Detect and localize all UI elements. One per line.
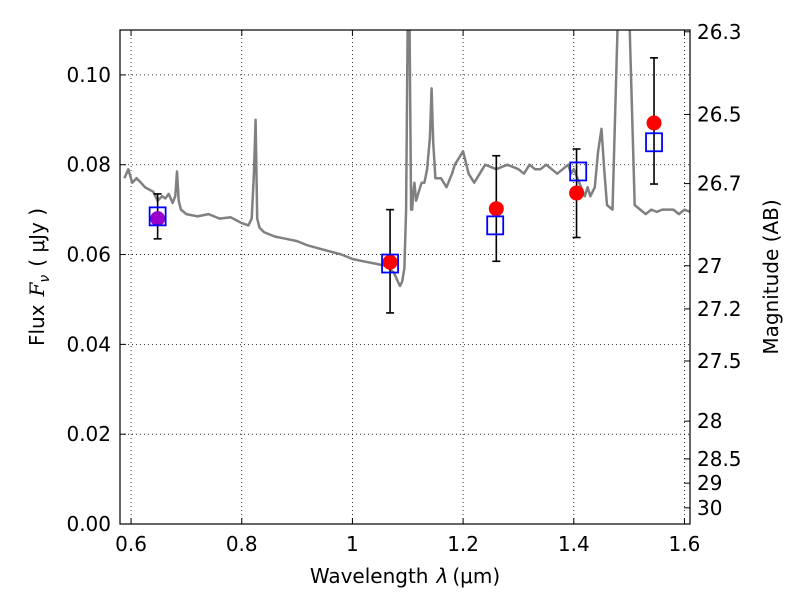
y-axis-title-word: Flux <box>25 304 49 346</box>
y-tick-label: 0.00 <box>66 512 111 536</box>
mag-tick-label: 27.2 <box>697 297 742 321</box>
x-tick-label: 1.2 <box>447 532 479 556</box>
y-axis-title: Flux Fν ( μJy ) <box>25 208 53 346</box>
observed-point <box>488 201 504 217</box>
observed-point <box>569 185 585 201</box>
x-tick-label: 1.4 <box>558 532 590 556</box>
y-axis-title-unit: ( μJy ) <box>25 208 49 267</box>
model-spectrum-line <box>123 30 690 288</box>
y-axis-title-subscript: ν <box>37 275 53 283</box>
model-photometry-square <box>148 206 167 227</box>
y-tick-label: 0.08 <box>66 153 111 177</box>
x-tick-label: 1 <box>346 532 359 556</box>
y2-axis-title: Magnitude (AB) <box>759 199 783 354</box>
mag-tick-label: 30 <box>697 496 722 520</box>
mag-tick-label: 27.5 <box>697 349 742 373</box>
y-tick-label: 0.10 <box>66 63 111 87</box>
model-photometry-square <box>645 132 663 153</box>
y-axis-title-symbol: F <box>25 281 49 297</box>
x-axis-title-symbol: λ <box>436 564 449 588</box>
mag-tick-label: 26.5 <box>697 102 742 126</box>
x-tick-label: 1.6 <box>669 532 701 556</box>
grid <box>120 30 690 524</box>
y-tick-label: 0.06 <box>66 243 111 267</box>
mag-tick-label: 26.7 <box>697 172 742 196</box>
mag-tick-label: 28.5 <box>697 447 742 471</box>
mag-tick-label: 28 <box>697 409 722 433</box>
y-tick-label: 0.02 <box>66 422 111 446</box>
axes: 0.6 0.8 1 1.2 1.4 1.6 0.00 0.02 0.04 0.06 0.08 0.10… <box>66 20 741 556</box>
x-tick-label: 0.8 <box>226 532 258 556</box>
mag-tick-label: 27 <box>697 254 722 278</box>
model-photometry-square <box>486 215 505 236</box>
x-axis-title: Wavelength λ (μm) <box>310 564 500 588</box>
y-tick-label: 0.04 <box>66 332 111 356</box>
model-photometry-square <box>381 253 399 274</box>
plot-area <box>123 30 690 314</box>
plot-frame <box>119 29 691 525</box>
x-axis-title-word: Wavelength <box>310 564 429 588</box>
mag-tick-label: 26.3 <box>697 20 742 44</box>
model-photometry-square <box>569 161 588 182</box>
mag-tick-label: 29 <box>697 471 722 495</box>
observed-point <box>150 211 166 227</box>
observed-point <box>382 254 398 270</box>
x-axis-title-unit: (μm) <box>452 564 500 588</box>
x-tick-label: 0.6 <box>115 532 147 556</box>
observed-point <box>646 115 662 131</box>
